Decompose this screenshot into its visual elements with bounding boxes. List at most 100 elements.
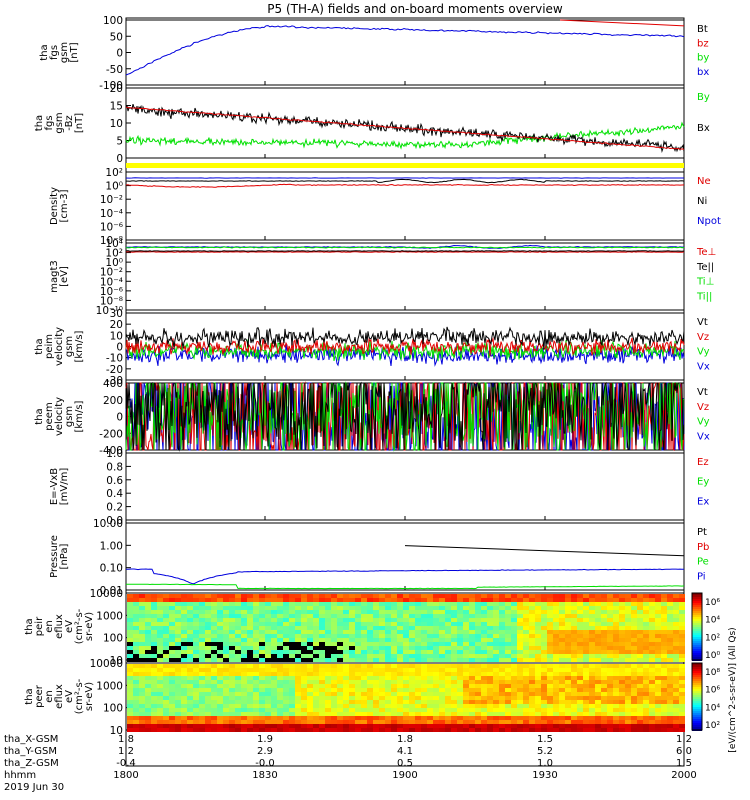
xaxis-value: 2000 xyxy=(671,770,696,781)
ytick-label: 10⁻⁶ xyxy=(100,221,123,233)
xaxis-value: 5.2 xyxy=(537,746,553,757)
ylabel-line: tha xyxy=(39,44,50,60)
ytick-label: -20 xyxy=(106,364,123,376)
series-pe xyxy=(125,583,685,590)
legend-pb: Pb xyxy=(697,542,709,553)
xaxis-value: -0.0 xyxy=(255,758,275,769)
legend-by: by xyxy=(697,53,709,64)
ylabel-line: sr-eV) xyxy=(84,682,95,711)
colorbar-tick: 10⁶ xyxy=(705,598,720,608)
ylabel-line: [cm-3] xyxy=(59,189,70,222)
series-bz xyxy=(559,19,685,27)
ylabel-line: [nPa] xyxy=(59,543,70,569)
ytick-label: -100 xyxy=(99,80,123,92)
legend-bx: bx xyxy=(697,67,709,78)
colorbar-label: [eV/(cm^2-s-sr-eV)] (All Qs) xyxy=(728,627,738,752)
legend-vy: Vy xyxy=(697,417,710,428)
ylabel-line: [mV/m] xyxy=(59,468,70,506)
legend-ey: Ey xyxy=(697,477,709,488)
ytick-label: 20 xyxy=(110,319,123,331)
xaxis-row-label: tha_Y-GSM xyxy=(4,746,57,757)
series-bx-dsl xyxy=(125,103,685,154)
legend-npot: Npot xyxy=(697,216,721,227)
ytick-label: 20 xyxy=(110,83,123,95)
spectrogram-peer xyxy=(127,664,685,732)
colorbar-upper xyxy=(691,592,703,661)
xaxis-value: -0.4 xyxy=(116,758,136,769)
colorbar-tick: 10⁸ xyxy=(705,668,720,678)
ytick-label: 10⁻² xyxy=(100,267,123,279)
ytick-label: 0 xyxy=(116,342,123,354)
legend-ti: Ti⊥ xyxy=(696,277,714,288)
ylabel-line: tha xyxy=(24,688,35,704)
series-pi xyxy=(125,568,684,585)
legend-by: By xyxy=(697,92,710,103)
xaxis-row-label: hhmm xyxy=(4,770,36,781)
colorbar-tick: 10⁰ xyxy=(705,651,720,661)
xaxis-value: 1.8 xyxy=(118,734,134,745)
series-ne xyxy=(125,183,685,188)
ytick-label: -10 xyxy=(106,353,123,365)
ytick-label: 10 xyxy=(110,725,123,737)
ytick-label: 10⁻⁴ xyxy=(100,208,123,220)
series-pt xyxy=(404,545,685,557)
legend-vz: Vz xyxy=(697,332,709,343)
xaxis-value: 1.9 xyxy=(257,734,273,745)
ylabel-line: tha xyxy=(24,618,35,634)
legend-vx: Vx xyxy=(697,431,710,442)
legend-pi: Pi xyxy=(697,571,706,582)
legend-pe: Pe xyxy=(697,557,709,568)
xaxis-value: 1.5 xyxy=(676,758,692,769)
xaxis-value: 2.9 xyxy=(257,746,273,757)
ytick-label: 10⁻⁸ xyxy=(100,235,123,247)
ytick-label: 1000 xyxy=(96,680,123,692)
ytick-label: 1.00 xyxy=(100,540,123,552)
series-by xyxy=(125,121,685,150)
xaxis-value: 1.5 xyxy=(537,734,553,745)
ytick-label: 5 xyxy=(116,136,123,148)
ytick-label: 10 xyxy=(110,118,123,130)
ylabel-line: fgs xyxy=(49,45,60,60)
ytick-label: 10⁻⁴ xyxy=(100,276,123,288)
ylabel-line: en xyxy=(44,690,55,703)
colorbar-tick: 10⁴ xyxy=(705,616,720,626)
ytick-label: 100 xyxy=(103,703,123,715)
ytick-label: -50 xyxy=(106,64,123,76)
legend-vt: Vt xyxy=(697,387,708,398)
ylabel-line: peer xyxy=(34,684,45,708)
ylabel-line: Pressure xyxy=(49,535,60,578)
legend-bt: Bt xyxy=(697,24,708,35)
legend-ne: Ne xyxy=(697,176,711,187)
legend-ti: Ti|| xyxy=(696,291,712,302)
colorbar-tick: 10⁴ xyxy=(705,703,720,713)
legend-ex: Ex xyxy=(697,496,709,507)
xaxis-value: 1800 xyxy=(113,770,138,781)
ylabel-line: gsm xyxy=(64,336,75,357)
ylabel-line: [eV] xyxy=(59,266,70,287)
ytick-label: 0.8 xyxy=(106,461,123,473)
ytick-label: 0 xyxy=(116,48,123,60)
series-ti-par xyxy=(125,246,685,249)
ytick-label: 0.01 xyxy=(100,585,123,597)
ylabel-line: [nT] xyxy=(74,113,85,133)
xaxis-value: 1830 xyxy=(252,770,277,781)
ytick-label: 10² xyxy=(105,167,123,179)
ytick-label: 0.4 xyxy=(106,488,123,500)
ylabel-line: [km/s] xyxy=(74,400,85,432)
ytick-label: 10⁻¹⁰ xyxy=(96,305,123,317)
legend-vy: Vy xyxy=(697,347,710,358)
spectrogram-peir xyxy=(127,594,685,662)
ytick-label: 10000 xyxy=(90,658,123,670)
ylabel-line: tha xyxy=(34,115,45,131)
ytick-label: -400 xyxy=(99,445,123,457)
series-te-perp xyxy=(125,251,685,253)
ylabel-line: eflux xyxy=(54,684,65,709)
xaxis-value: 1.2 xyxy=(118,746,134,757)
legend-bz: bz xyxy=(697,38,709,49)
ytick-label: 10 xyxy=(110,330,123,342)
ytick-label: 0 xyxy=(116,412,123,424)
legend-pt: Pt xyxy=(697,527,707,538)
ylabel-line: E=-VxB xyxy=(49,468,60,505)
legend-bx: Bx xyxy=(697,123,710,134)
